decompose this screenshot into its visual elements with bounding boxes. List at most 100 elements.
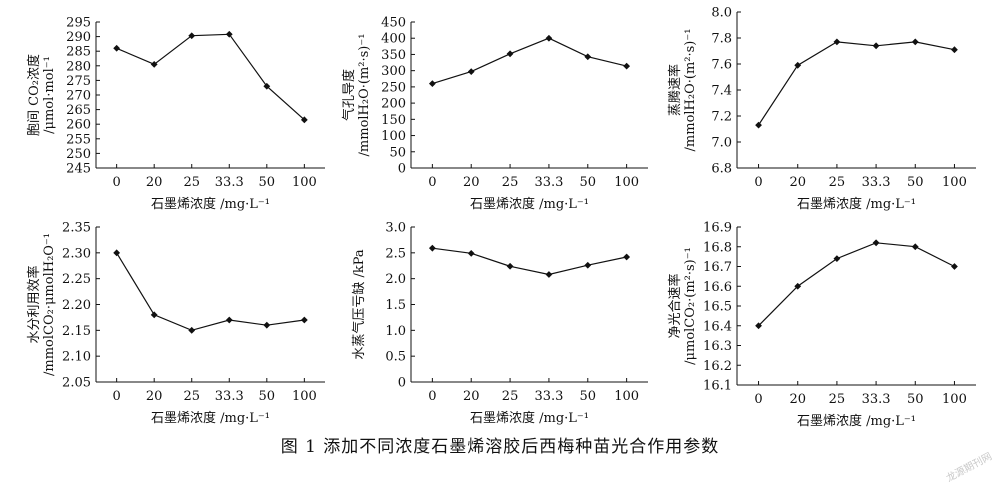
- x-tick-label: 0: [754, 175, 762, 190]
- x-tick-label: 20: [463, 175, 480, 190]
- x-tick-label: 100: [292, 175, 317, 190]
- y-tick-label: 6.8: [711, 162, 732, 177]
- y-tick-label: 2.20: [62, 298, 91, 313]
- y-tick-label: 16.6: [703, 280, 732, 295]
- data-point: [545, 34, 553, 42]
- x-tick-label: 50: [580, 389, 597, 404]
- y-axis-title: 气孔导度: [341, 69, 357, 121]
- y-tick-label: 16.5: [703, 300, 732, 315]
- series-line: [116, 252, 305, 331]
- x-tick-label: 100: [614, 389, 639, 404]
- y-axis-title: 胞间 CO₂浓度: [26, 54, 42, 136]
- y-tick-label: 0.5: [385, 350, 406, 365]
- x-tick-label: 100: [942, 175, 967, 190]
- y-tick-label: 7.2: [711, 110, 732, 125]
- y-tick-label: 100: [381, 129, 406, 144]
- x-axis-title: 石墨烯浓度 /mg·L⁻¹: [797, 196, 916, 212]
- data-point: [263, 82, 271, 90]
- x-tick-label: 33.3: [862, 175, 891, 190]
- y-tick-label: 2.0: [385, 272, 406, 287]
- y-axis-title: 净光合速率: [667, 273, 683, 338]
- data-point: [150, 311, 158, 319]
- y-tick-label: 16.8: [703, 240, 732, 255]
- series-line: [758, 242, 955, 327]
- y-tick-label: 2.30: [62, 246, 91, 261]
- y-tick-label: 16.2: [703, 359, 732, 374]
- x-tick-label: 25: [829, 175, 846, 190]
- data-point: [300, 316, 308, 324]
- x-tick-label: 33.3: [862, 392, 891, 407]
- y-tick-label: 250: [381, 80, 406, 95]
- series-line: [432, 37, 627, 85]
- y-tick-label: 300: [381, 64, 406, 79]
- figure-caption: 图 1 添加不同浓度石墨烯溶胶后西梅种苗光合作用参数: [280, 437, 720, 457]
- y-tick-label: 7.8: [711, 32, 732, 47]
- y-axis-title: 水分利用效率: [26, 265, 42, 343]
- x-tick-label: 20: [146, 175, 163, 190]
- x-tick-label: 20: [789, 175, 806, 190]
- data-point: [755, 121, 762, 129]
- data-point: [506, 50, 514, 58]
- x-tick-label: 100: [292, 389, 317, 404]
- x-tick-label: 25: [183, 389, 200, 404]
- y-axis-title: /μmolCO₂·(m²·s)⁻¹: [683, 247, 698, 365]
- series-line: [757, 41, 955, 126]
- y-tick-label: 295: [66, 16, 91, 31]
- x-tick-label: 25: [829, 392, 846, 407]
- y-tick-label: 200: [381, 97, 406, 112]
- y-tick-label: 16.3: [703, 339, 732, 354]
- y-tick-label: 16.9: [703, 221, 732, 236]
- data-point: [428, 244, 436, 252]
- data-point: [188, 32, 196, 40]
- x-tick-label: 100: [614, 175, 639, 190]
- y-tick-label: 2.10: [62, 350, 91, 365]
- y-tick-label: 7.4: [711, 84, 732, 99]
- y-tick-label: 8.0: [711, 6, 732, 21]
- x-tick-label: 33.3: [534, 389, 563, 404]
- y-tick-label: 16.4: [703, 319, 732, 334]
- y-tick-label: 350: [381, 48, 406, 63]
- data-point: [300, 116, 308, 124]
- x-tick-label: 50: [259, 175, 276, 190]
- x-tick-label: 33.3: [215, 389, 244, 404]
- data-point: [951, 46, 958, 54]
- y-tick-label: 400: [381, 32, 406, 47]
- chart-4: 2.05 2.10 2.15 2.20 2.25 2.30 2.35 0 20 25 33.3 50 1…: [26, 221, 325, 426]
- x-axis-title: 石墨烯浓度 /mg·L⁻¹: [151, 410, 270, 426]
- data-point: [794, 61, 802, 69]
- y-tick-label: 150: [381, 113, 406, 128]
- y-tick-label: 245: [66, 162, 91, 177]
- y-tick-label: 2.25: [62, 272, 91, 287]
- data-point: [225, 316, 233, 324]
- y-tick-label: 2.05: [62, 376, 91, 391]
- data-point: [113, 249, 121, 257]
- x-axis-title: 石墨烯浓度 /mg·L⁻¹: [470, 410, 589, 426]
- y-tick-label: 16.1: [703, 379, 732, 394]
- y-tick-label: 16.7: [703, 260, 732, 275]
- y-tick-label: 7.0: [711, 136, 732, 151]
- data-point: [263, 321, 271, 329]
- y-axis-title: /mmolH₂O·(m²·s)⁻¹: [683, 29, 698, 152]
- data-point: [467, 249, 475, 257]
- x-tick-label: 20: [789, 392, 806, 407]
- x-tick-label: 50: [907, 392, 924, 407]
- x-tick-label: 0: [113, 389, 121, 404]
- series-line: [432, 247, 627, 276]
- x-axis-title: 石墨烯浓度 /mg·L⁻¹: [470, 196, 589, 212]
- x-tick-label: 20: [463, 389, 480, 404]
- y-tick-label: 0: [398, 162, 406, 177]
- x-tick-label: 50: [259, 389, 276, 404]
- y-axis-title: /mmolH₂O·(m²·s)⁻¹: [357, 34, 372, 157]
- data-point: [428, 80, 436, 88]
- y-tick-label: 2.15: [62, 324, 91, 339]
- data-point: [467, 68, 475, 76]
- data-point: [150, 60, 158, 68]
- y-tick-label: 280: [66, 59, 91, 74]
- data-point: [794, 282, 802, 290]
- x-tick-label: 0: [428, 175, 436, 190]
- x-axis-title: 石墨烯浓度 /mg·L⁻¹: [151, 196, 270, 212]
- x-tick-label: 25: [502, 389, 519, 404]
